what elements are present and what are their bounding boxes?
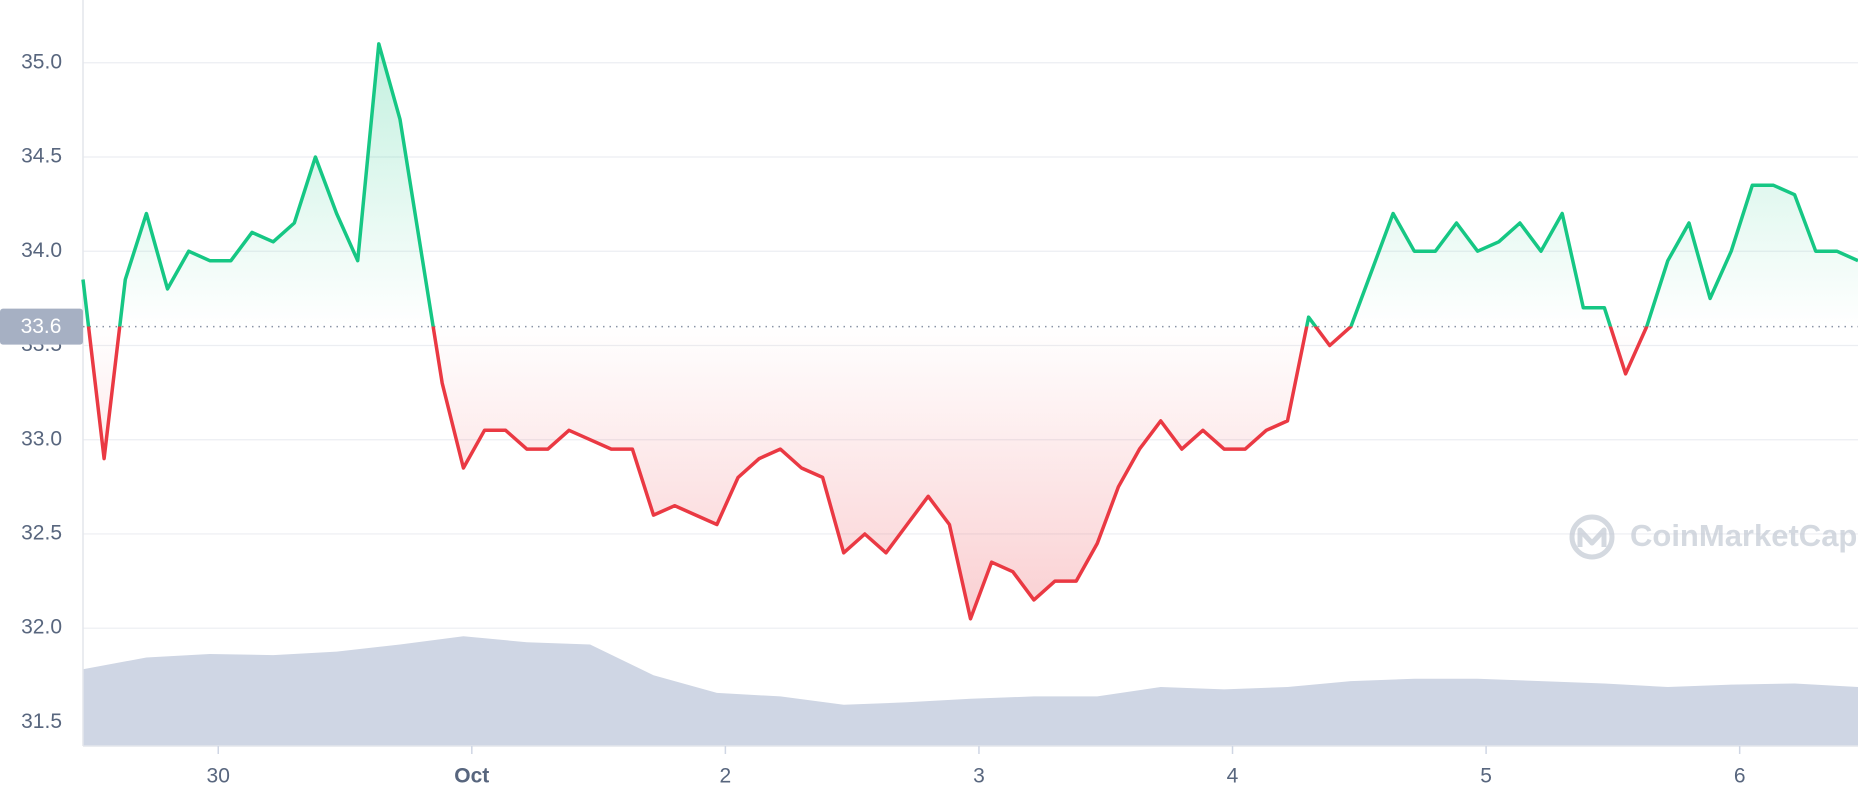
x-tick-label: 3 <box>973 765 985 788</box>
x-tick-label: Oct <box>454 765 489 788</box>
watermark: CoinMarketCap <box>1569 514 1857 560</box>
y-tick-label: 31.5 <box>21 710 62 733</box>
y-tick-label: 33.0 <box>21 427 62 450</box>
x-tick-label: 30 <box>207 765 230 788</box>
y-tick-label: 35.0 <box>21 50 62 73</box>
y-tick-label: 32.0 <box>21 616 62 639</box>
watermark-text: CoinMarketCap <box>1630 518 1857 553</box>
x-tick-label: 2 <box>720 765 732 788</box>
x-tick-label: 5 <box>1480 765 1492 788</box>
y-tick-label: 34.0 <box>21 239 62 262</box>
baseline-label: 33.6 <box>21 315 62 338</box>
x-tick-label: 4 <box>1227 765 1239 788</box>
y-tick-label: 34.5 <box>21 145 62 168</box>
volume-area <box>83 636 1858 746</box>
price-area <box>83 43 1858 619</box>
x-tick-label: 6 <box>1734 765 1746 788</box>
price-line <box>81 42 1858 621</box>
y-tick-label: 32.5 <box>21 522 62 545</box>
baseline-label-box <box>0 308 83 345</box>
